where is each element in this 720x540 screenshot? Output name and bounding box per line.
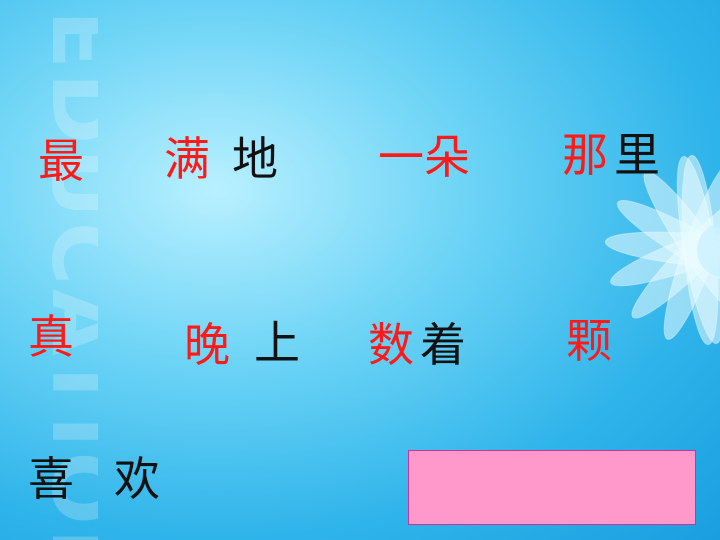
watermark-text: EDUCATION [32, 10, 98, 540]
word-shang: 上 [254, 316, 300, 370]
word-zui: 最 [38, 134, 84, 188]
education-watermark: EDUCATION [32, 10, 98, 540]
pink-answer-box[interactable] [408, 450, 696, 525]
word-wan: 晚 [184, 318, 230, 372]
word-na: 那 [562, 128, 608, 182]
word-xi: 喜 [28, 452, 74, 506]
word-shu: 数 [368, 318, 414, 372]
word-zhen: 真 [28, 310, 74, 364]
word-ke: 颗 [566, 314, 612, 368]
word-huan: 欢 [114, 452, 160, 506]
word-yiduo: 一朵 [378, 130, 470, 184]
word-man: 满 [164, 132, 210, 186]
word-di: 地 [232, 132, 278, 186]
word-li: 里 [614, 128, 660, 182]
word-zhe: 着 [420, 318, 466, 372]
daisy-flower-graphic [604, 154, 720, 346]
